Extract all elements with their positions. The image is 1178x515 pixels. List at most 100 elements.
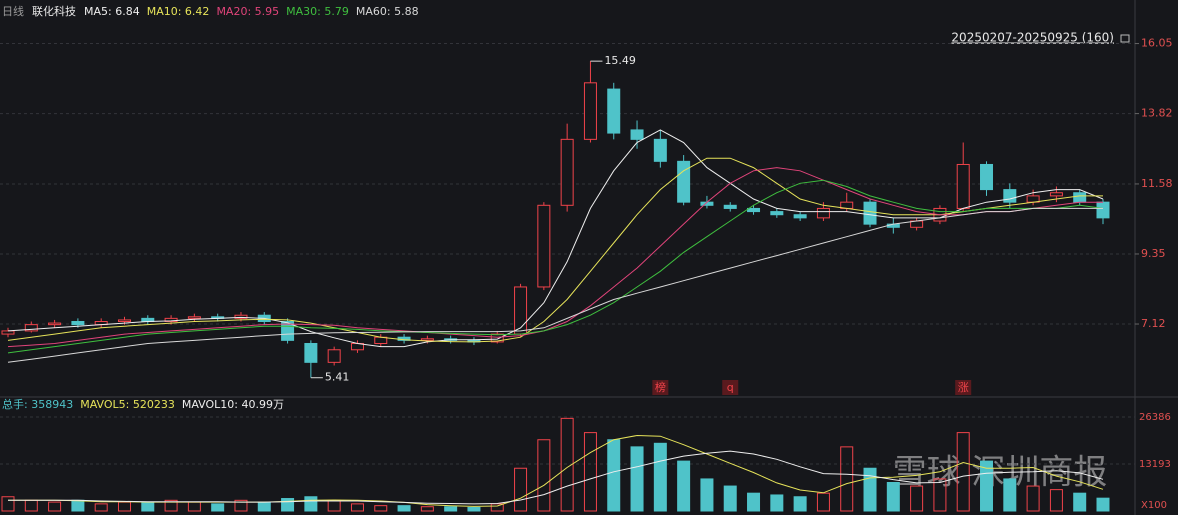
event-marker-bg — [955, 380, 972, 395]
volume-bar — [444, 506, 458, 512]
lock-icon[interactable] — [1120, 34, 1130, 43]
y-tick-label: 11.58 — [1141, 177, 1173, 190]
header-text: MA30: 5.79 — [286, 5, 349, 18]
y-tick-label: 16.05 — [1141, 37, 1173, 50]
volume-ma-line — [8, 450, 1104, 505]
candle-body — [304, 342, 318, 363]
candle-body — [48, 322, 62, 326]
volume-header-text: MAVOL10: 40.99万 — [182, 398, 284, 411]
candle-body — [374, 336, 388, 344]
candle-body — [1096, 201, 1110, 219]
volume-bar — [374, 505, 388, 512]
candle-body — [607, 88, 621, 134]
candle-body — [723, 204, 737, 209]
header-text: MA60: 5.88 — [356, 5, 419, 18]
event-marker: 涨 — [958, 381, 969, 394]
candle-body — [514, 286, 528, 335]
y-tick-label: 13193 — [1139, 459, 1171, 470]
candle-body — [1003, 189, 1017, 203]
volume-bar — [350, 503, 364, 512]
volume-bar — [281, 498, 295, 512]
volume-header-text: MAVOL5: 520233 — [80, 398, 175, 411]
candle-body — [980, 163, 994, 191]
y-tick-label: 26386 — [1139, 412, 1171, 423]
candle-body — [816, 207, 830, 219]
candle-body — [187, 316, 201, 319]
candle-body — [327, 349, 341, 363]
candle-body — [793, 214, 807, 219]
candle-body — [653, 138, 667, 162]
candle-body — [117, 319, 131, 323]
candle-body — [537, 204, 551, 288]
candle-body — [420, 338, 434, 341]
volume-bar — [234, 499, 248, 512]
ma-line — [7, 129, 1104, 348]
event-marker-bg — [652, 380, 669, 395]
candle-body — [770, 211, 784, 216]
ma-line — [7, 179, 1104, 354]
range-label[interactable]: 20250207-20250925 (160) — [951, 31, 1114, 45]
candle-body — [234, 314, 248, 319]
volume-bar — [723, 485, 737, 512]
volume-bar — [1073, 492, 1087, 512]
volume-bar — [630, 446, 644, 512]
candle-body — [560, 138, 574, 206]
candle-body — [1049, 192, 1063, 197]
volume-bar — [910, 485, 924, 512]
volume-header-text: 总手: 358943 — [2, 397, 73, 411]
volume-bar — [583, 432, 597, 512]
volume-bar — [560, 417, 574, 512]
volume-bar — [1049, 489, 1063, 512]
header-text: MA20: 5.95 — [216, 5, 279, 18]
event-marker: q — [727, 381, 734, 394]
volume-bar — [770, 494, 784, 512]
y-tick-label: 13.82 — [1141, 107, 1173, 120]
candle-body — [630, 129, 644, 140]
unit-label: X100 — [1141, 500, 1167, 511]
header-text: MA5: 6.84 — [84, 5, 140, 18]
volume-bar — [164, 499, 178, 512]
ma-line — [7, 157, 1103, 343]
extreme-label: 5.41 — [325, 371, 350, 384]
event-marker-bg — [722, 380, 739, 395]
candle-body — [164, 317, 178, 323]
volume-bar — [793, 496, 807, 512]
candle-body — [747, 207, 761, 213]
volume-bar — [48, 501, 62, 512]
event-marker: 榜 — [655, 380, 666, 394]
candle-body — [1073, 192, 1087, 203]
header-text: 日线 — [2, 4, 24, 18]
volume-bar — [840, 446, 854, 512]
volume-bar — [886, 481, 900, 512]
volume-bar — [1096, 497, 1110, 512]
volume-bar — [467, 506, 481, 512]
volume-bar — [94, 503, 108, 512]
candle-body — [863, 201, 877, 225]
volume-bar — [863, 467, 877, 512]
volume-bar — [956, 432, 970, 512]
ma-line — [7, 167, 1103, 348]
volume-bar — [1003, 478, 1017, 512]
candle-body — [24, 324, 38, 332]
volume-bar — [257, 501, 271, 512]
volume-bar — [933, 478, 947, 512]
header-text: 联化科技 — [32, 4, 76, 18]
volume-bar — [653, 442, 667, 512]
ma-line — [7, 207, 1103, 363]
volume-bar — [71, 499, 85, 512]
y-tick-label: 9.35 — [1141, 247, 1166, 260]
volume-bar — [514, 467, 528, 512]
volume-bar — [537, 439, 551, 512]
candle-body — [677, 160, 691, 203]
candle-body — [956, 163, 970, 209]
volume-bar — [141, 501, 155, 512]
volume-bar — [211, 503, 225, 512]
y-tick-label: 7.12 — [1141, 317, 1166, 330]
volume-bar — [747, 492, 761, 512]
extreme-label: 15.49 — [604, 54, 636, 67]
volume-bar — [1026, 485, 1040, 512]
volume-bar — [397, 505, 411, 512]
volume-bar — [420, 506, 434, 512]
